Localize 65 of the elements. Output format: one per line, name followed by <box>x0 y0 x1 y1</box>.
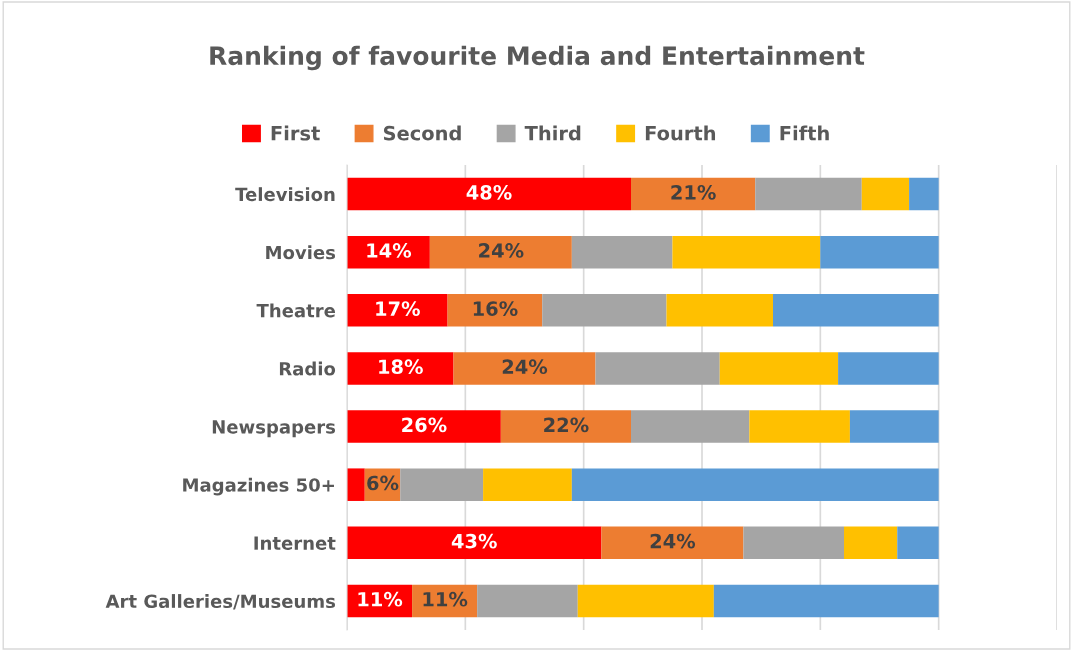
bar <box>719 352 839 385</box>
legend-label: Second <box>383 125 461 141</box>
data-label: 6% <box>367 475 399 491</box>
data-label: 48% <box>466 185 512 200</box>
bar <box>483 468 572 501</box>
bar <box>347 410 501 443</box>
bar <box>743 526 844 560</box>
y-tick-label: Art Galleries/Museums <box>105 594 336 610</box>
bar <box>666 294 773 327</box>
legend-label: Third <box>524 125 581 141</box>
data-label: 16% <box>473 301 518 316</box>
bar <box>755 177 862 211</box>
bar <box>477 584 578 618</box>
bar <box>844 526 898 560</box>
bar <box>500 410 631 443</box>
legend-label: Fourth <box>645 125 716 141</box>
data-label: 21% <box>671 185 716 200</box>
bar <box>347 294 448 327</box>
data-label: 22% <box>544 417 589 433</box>
bar <box>577 584 714 618</box>
data-label: 43% <box>451 533 497 549</box>
y-tick-label: Theatre <box>256 303 336 318</box>
data-label: 14% <box>367 243 412 258</box>
bar <box>571 468 939 501</box>
y-tick-label: Television <box>235 187 335 202</box>
legend-label: Fifth <box>780 125 829 141</box>
data-label: 18% <box>379 359 423 375</box>
y-tick-label: Magazines 50+ <box>183 477 334 496</box>
data-label: 24% <box>479 243 524 258</box>
bar <box>749 410 850 443</box>
bar <box>713 584 939 618</box>
bar <box>347 468 365 501</box>
bar <box>453 352 596 385</box>
y-tick-label: Radio <box>279 361 336 376</box>
bar <box>861 177 910 211</box>
bar <box>400 468 484 501</box>
y-tick-label: Newspapers <box>212 420 336 438</box>
bar <box>773 294 939 327</box>
data-label: 24% <box>650 533 696 549</box>
data-label: 11% <box>423 591 468 607</box>
data-label: 24% <box>502 359 548 375</box>
data-label: 11% <box>358 591 403 607</box>
bar <box>849 410 939 443</box>
bar <box>347 352 454 385</box>
chart-title: Ranking of favourite Media and Entertainment <box>210 45 865 71</box>
bar <box>909 177 939 211</box>
bar <box>838 352 939 385</box>
bar <box>820 235 939 269</box>
bar <box>897 526 939 560</box>
bar <box>542 294 667 327</box>
legend-label: First <box>271 125 320 141</box>
bar <box>672 235 821 269</box>
bar <box>347 177 631 211</box>
bar <box>447 294 543 327</box>
bar <box>601 526 744 560</box>
bar <box>595 352 720 385</box>
data-label: 17% <box>376 301 420 316</box>
bar <box>429 235 572 269</box>
bar <box>631 177 756 211</box>
data-label: 26% <box>402 417 447 433</box>
bar <box>347 526 602 560</box>
bar <box>631 410 750 443</box>
y-tick-label: Movies <box>266 245 336 260</box>
y-tick-label: Internet <box>254 536 336 550</box>
bar <box>571 235 673 269</box>
